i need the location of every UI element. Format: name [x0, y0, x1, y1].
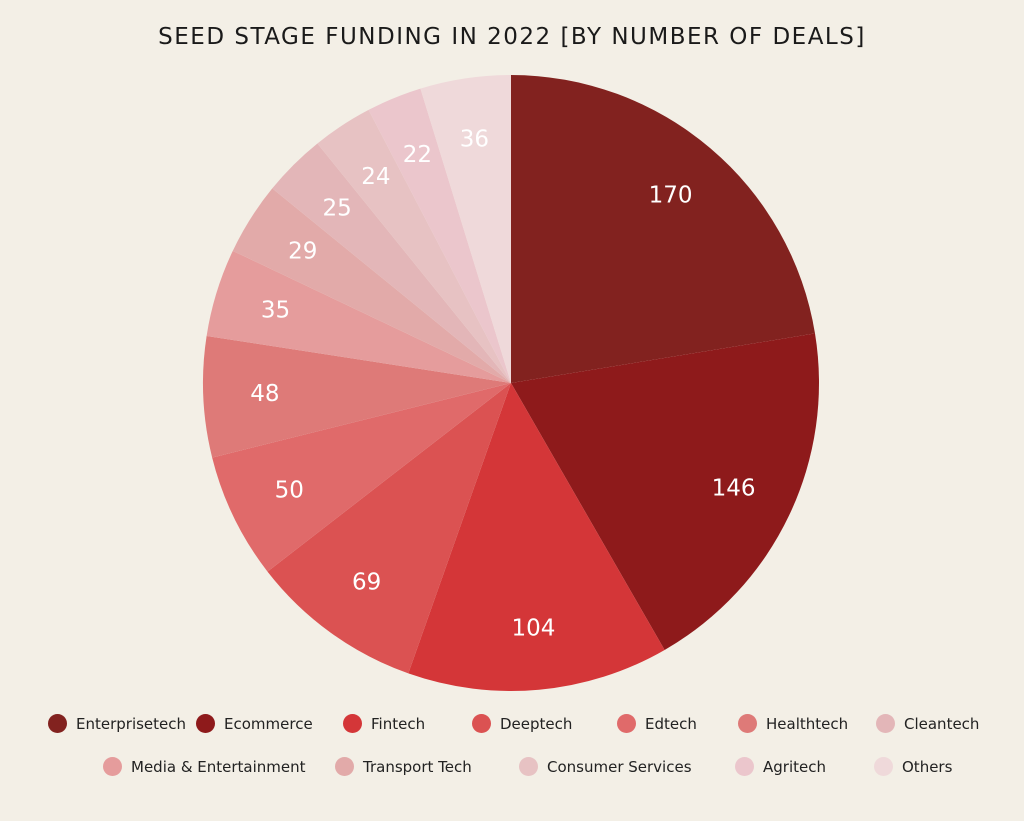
legend-item: Cleantech: [876, 714, 979, 733]
legend-item: Edtech: [617, 714, 697, 733]
legend-item: Fintech: [343, 714, 425, 733]
legend-label: Fintech: [371, 714, 426, 733]
legend-swatch: [103, 757, 122, 776]
legend-item: Consumer Services: [519, 757, 692, 776]
legend-item: Ecommerce: [196, 714, 313, 733]
slice-value-label: 170: [649, 182, 693, 208]
pie-slice-transport-tech: [232, 188, 512, 383]
pie-slice-cleantech: [272, 143, 511, 383]
legend-swatch: [738, 714, 757, 733]
legend-row: Media & Entertainment Transport Tech Consu…: [0, 757, 1024, 781]
legend-label: Cleantech: [904, 714, 980, 733]
chart-title: SEED STAGE FUNDING IN 2022 [BY NUMBER OF…: [158, 24, 866, 50]
legend-label: Consumer Services: [547, 757, 692, 776]
pie-slice-deeptech: [267, 383, 511, 674]
legend-swatch: [343, 714, 362, 733]
legend-item: Transport Tech: [335, 757, 472, 776]
legend-label: Agritech: [763, 757, 826, 776]
slice-value-label: 29: [288, 238, 317, 264]
legend-label: Transport Tech: [363, 757, 472, 776]
legend-label: Media & Entertainment: [131, 757, 306, 776]
legend-row: Enterprisetech Ecommerce Fintech Deeptech Ed…: [0, 714, 1024, 738]
legend-swatch: [472, 714, 491, 733]
legend-label: Deeptech: [500, 714, 573, 733]
slice-value-label: 50: [275, 478, 304, 504]
pie-slice-edtech: [212, 383, 511, 572]
legend-label: Ecommerce: [224, 714, 313, 733]
legend-item: Healthtech: [738, 714, 848, 733]
legend-label: Edtech: [645, 714, 697, 733]
slice-value-label: 25: [322, 195, 351, 221]
legend-swatch: [519, 757, 538, 776]
pie-slice-media-entertainment: [206, 250, 511, 383]
slice-value-label: 36: [460, 126, 489, 152]
slice-value-label: 24: [361, 164, 390, 190]
slice-value-label: 69: [352, 570, 381, 596]
pie-slice-consumer-services: [317, 109, 511, 383]
legend-swatch: [874, 757, 893, 776]
slice-value-label: 22: [403, 142, 432, 168]
legend-swatch: [196, 714, 215, 733]
legend-item: Deeptech: [472, 714, 572, 733]
legend-swatch: [335, 757, 354, 776]
legend-swatch: [48, 714, 67, 733]
slice-value-label: 48: [250, 381, 279, 407]
legend-item: Agritech: [735, 757, 826, 776]
pie-slice-ecommerce: [511, 333, 819, 650]
legend-swatch: [876, 714, 895, 733]
legend-swatch: [735, 757, 754, 776]
legend-item: Enterprisetech: [48, 714, 186, 733]
legend-swatch: [617, 714, 636, 733]
legend-label: Others: [902, 757, 953, 776]
pie-slice-enterprisetech: [511, 75, 815, 383]
slice-value-label: 104: [511, 615, 555, 641]
legend-label: Enterprisetech: [76, 714, 187, 733]
slice-value-label: 146: [712, 476, 756, 502]
legend-label: Healthtech: [766, 714, 849, 733]
legend-item: Others: [874, 757, 952, 776]
pie-slice-agritech: [368, 88, 511, 383]
legend-item: Media & Entertainment: [103, 757, 306, 776]
pie-slice-healthtech: [202, 335, 511, 458]
slice-value-label: 35: [261, 298, 290, 324]
pie-slice-fintech: [408, 383, 665, 691]
pie-slice-others: [420, 75, 511, 383]
